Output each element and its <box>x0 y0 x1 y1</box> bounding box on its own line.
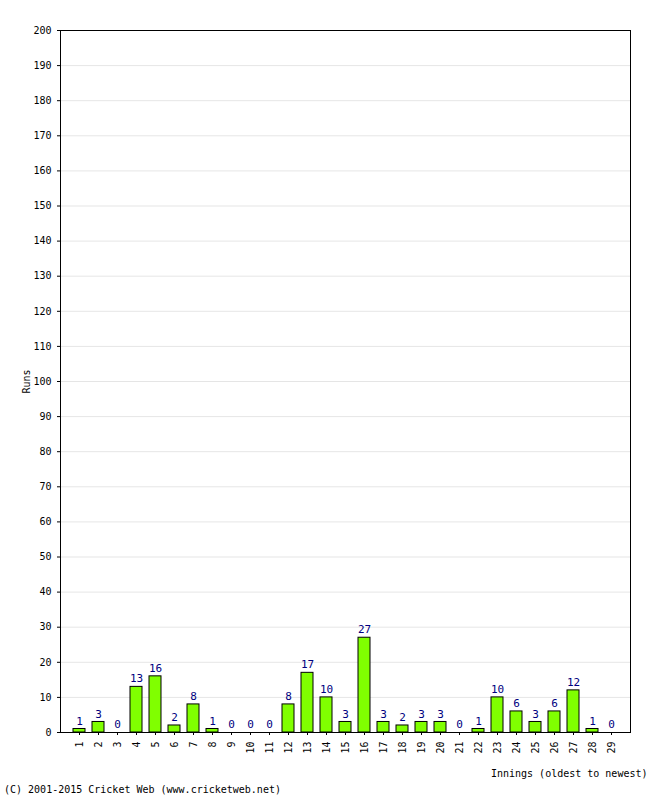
svg-text:120: 120 <box>33 306 51 317</box>
svg-text:6: 6 <box>551 697 558 710</box>
svg-text:40: 40 <box>39 586 51 597</box>
svg-text:17: 17 <box>378 742 389 754</box>
svg-text:12: 12 <box>567 676 580 689</box>
svg-text:180: 180 <box>33 95 51 106</box>
svg-text:10: 10 <box>491 683 504 696</box>
svg-text:160: 160 <box>33 165 51 176</box>
svg-text:Runs: Runs <box>21 369 32 393</box>
svg-text:2: 2 <box>399 711 406 724</box>
svg-text:3: 3 <box>418 707 425 720</box>
svg-text:190: 190 <box>33 60 51 71</box>
svg-text:29: 29 <box>606 742 617 754</box>
svg-text:17: 17 <box>301 658 314 671</box>
svg-text:10: 10 <box>245 742 256 754</box>
svg-text:12: 12 <box>283 742 294 754</box>
svg-text:Innings (oldest to newest): Innings (oldest to newest) <box>491 768 648 779</box>
svg-text:80: 80 <box>39 446 51 457</box>
svg-text:8: 8 <box>285 690 292 703</box>
svg-text:6: 6 <box>513 697 520 710</box>
svg-text:150: 150 <box>33 200 51 211</box>
svg-text:0: 0 <box>114 718 121 731</box>
svg-text:4: 4 <box>131 742 142 748</box>
svg-text:140: 140 <box>33 235 51 246</box>
svg-text:23: 23 <box>492 742 503 754</box>
svg-text:110: 110 <box>33 341 51 352</box>
svg-text:3: 3 <box>95 707 102 720</box>
svg-text:200: 200 <box>33 25 51 36</box>
svg-text:30: 30 <box>39 621 51 632</box>
svg-text:20: 20 <box>39 657 51 668</box>
html-text:(C) 2001-2015 Cricket Web (www: (C) 2001-2015 Cricket Web (www.cricketwe… <box>4 784 281 795</box>
svg-text:170: 170 <box>33 130 51 141</box>
svg-text:14: 14 <box>321 742 332 754</box>
svg-text:0: 0 <box>608 718 615 731</box>
svg-text:2: 2 <box>93 742 104 748</box>
svg-text:25: 25 <box>530 742 541 754</box>
svg-text:10: 10 <box>39 692 51 703</box>
svg-text:10: 10 <box>320 683 333 696</box>
svg-text:7: 7 <box>188 742 199 748</box>
svg-text:60: 60 <box>39 516 51 527</box>
svg-text:2: 2 <box>171 711 178 724</box>
svg-text:1: 1 <box>76 715 83 728</box>
svg-text:28: 28 <box>587 742 598 754</box>
svg-text:3: 3 <box>112 742 123 748</box>
svg-text:70: 70 <box>39 481 51 492</box>
svg-text:3: 3 <box>437 707 444 720</box>
svg-text:15: 15 <box>340 742 351 754</box>
svg-text:27: 27 <box>568 742 579 754</box>
svg-text:50: 50 <box>39 551 51 562</box>
svg-text:1: 1 <box>209 715 216 728</box>
svg-text:3: 3 <box>380 707 387 720</box>
svg-text:24: 24 <box>511 742 522 754</box>
svg-text:13: 13 <box>302 742 313 754</box>
svg-text:20: 20 <box>435 742 446 754</box>
svg-text:100: 100 <box>33 376 51 387</box>
svg-text:0: 0 <box>266 718 273 731</box>
svg-text:9: 9 <box>226 742 237 748</box>
svg-text:22: 22 <box>473 742 484 754</box>
svg-text:130: 130 <box>33 270 51 281</box>
svg-text:13: 13 <box>130 672 143 685</box>
svg-text:1: 1 <box>74 742 85 748</box>
svg-text:0: 0 <box>228 718 235 731</box>
svg-text:5: 5 <box>150 742 161 748</box>
svg-text:26: 26 <box>549 742 560 754</box>
svg-text:6: 6 <box>169 742 180 748</box>
svg-text:90: 90 <box>39 411 51 422</box>
svg-text:8: 8 <box>207 742 218 748</box>
svg-text:18: 18 <box>397 742 408 754</box>
svg-text:11: 11 <box>264 742 275 754</box>
svg-text:19: 19 <box>416 742 427 754</box>
svg-text:27: 27 <box>358 623 371 636</box>
svg-text:0: 0 <box>247 718 254 731</box>
svg-text:3: 3 <box>342 707 349 720</box>
svg-text:1: 1 <box>589 715 596 728</box>
svg-text:0: 0 <box>456 718 463 731</box>
svg-text:8: 8 <box>190 690 197 703</box>
svg-text:21: 21 <box>454 742 465 754</box>
svg-text:0: 0 <box>45 727 51 738</box>
svg-text:16: 16 <box>149 662 162 675</box>
svg-text:16: 16 <box>359 742 370 754</box>
svg-text:1: 1 <box>475 715 482 728</box>
svg-text:3: 3 <box>532 707 539 720</box>
